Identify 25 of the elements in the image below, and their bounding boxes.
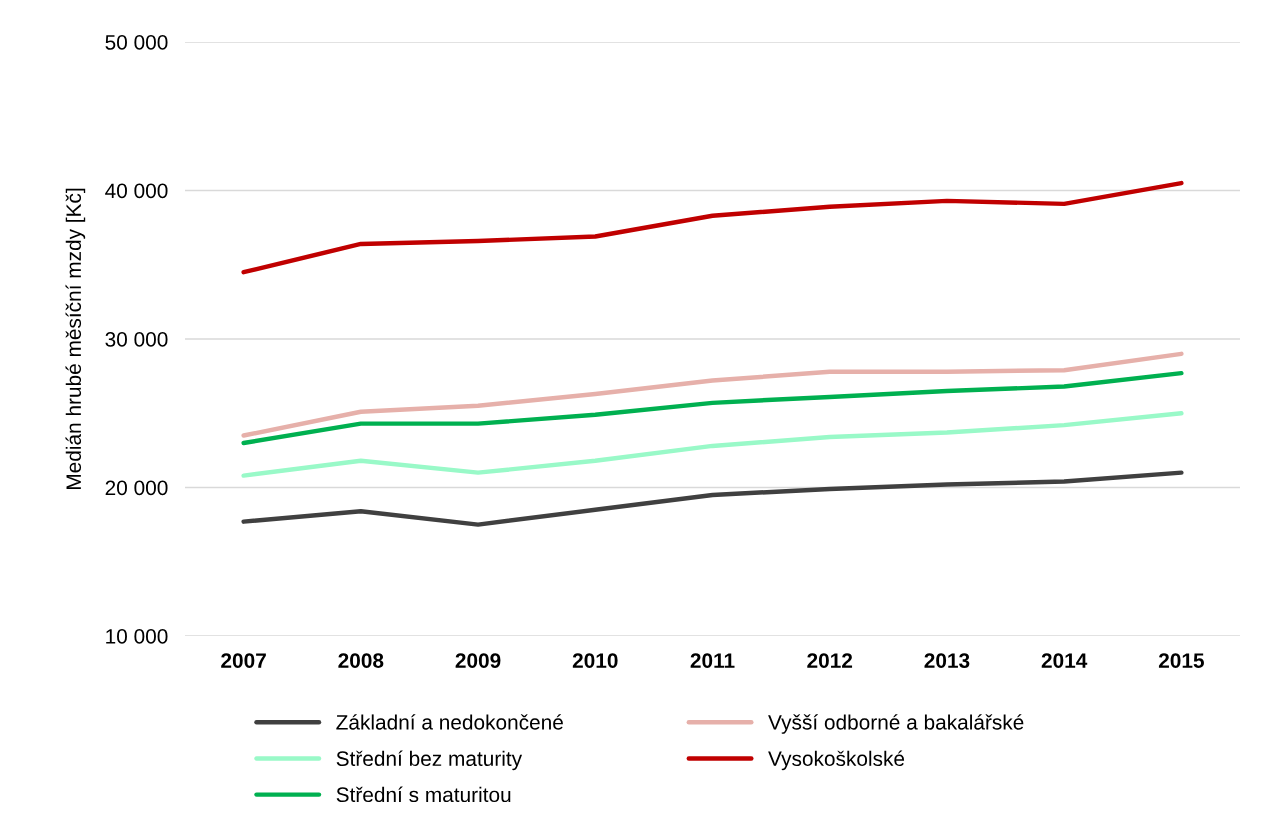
y-tick-label: 20 000 — [105, 480, 168, 496]
legend-label: Vyšší odborné a bakalářské — [768, 714, 1024, 734]
x-tick-label: 2007 — [221, 653, 266, 668]
y-tick-label: 40 000 — [105, 183, 168, 199]
y-tick-label: 50 000 — [105, 35, 168, 50]
line-series — [241, 180, 1184, 275]
y-tick-label: 30 000 — [105, 332, 168, 347]
y-tick-label: 10 000 — [106, 629, 168, 644]
x-tick-label: 2011 — [690, 653, 735, 668]
x-tick-label: 2009 — [455, 653, 501, 668]
line-series — [241, 351, 1184, 438]
legend-label: Střední s maturitou — [336, 786, 511, 803]
y-axis-title: Medián hrubé měsíční mzdy [Kč] — [65, 188, 86, 489]
line-series — [241, 370, 1184, 446]
x-tick-label: 2014 — [1041, 653, 1088, 668]
legend-label: Vysokoškolské — [768, 750, 905, 771]
x-tick-label: 2013 — [924, 653, 970, 668]
x-tick-label: 2012 — [807, 653, 853, 668]
legend-label: Střední bez maturity — [336, 750, 523, 771]
legend-label: Základní a nedokončené — [336, 714, 563, 730]
line-series — [241, 470, 1184, 527]
x-tick-label: 2010 — [572, 653, 618, 668]
x-tick-label: 2008 — [338, 653, 384, 668]
line-series — [241, 411, 1184, 478]
x-tick-label: 2015 — [1158, 653, 1204, 668]
